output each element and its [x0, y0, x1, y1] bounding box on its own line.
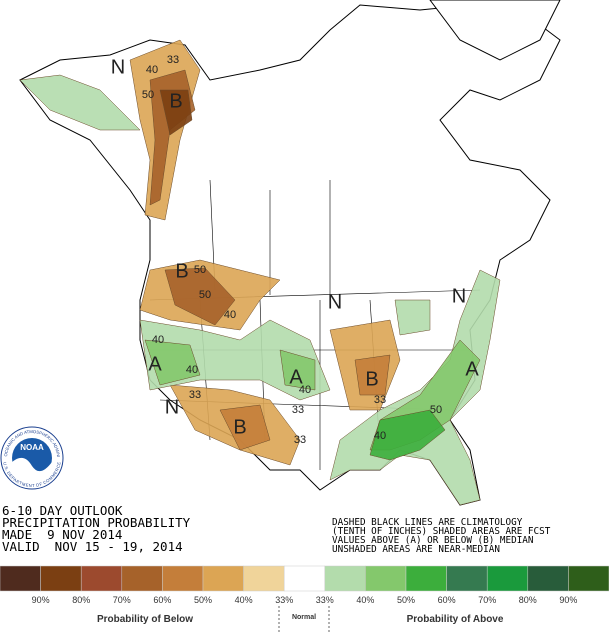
above-area: [19, 74, 141, 131]
legend-swatch: [568, 565, 609, 592]
map-label: 33: [167, 54, 179, 66]
legend-normal: Normal: [292, 614, 316, 621]
note-line: (TENTH OF INCHES) SHADED AREAS ARE FCST: [332, 526, 551, 537]
title-block: 6-10 DAY OUTLOOK PRECIPITATION PROBABILI…: [2, 503, 191, 554]
legend-label: 33%: [316, 595, 334, 605]
logo-name: NOAA: [20, 443, 44, 452]
legend-label: 80%: [519, 595, 537, 605]
legend-label: 50%: [397, 595, 415, 605]
map-label: B: [233, 416, 246, 438]
map-label: 40: [224, 309, 236, 321]
notes: DASHED BLACK LINES ARE CLIMATOLOGY (TENT…: [332, 517, 551, 555]
below-area: [219, 404, 271, 451]
above-area: [139, 319, 331, 401]
map-label: 33: [294, 434, 306, 446]
legend-label: 40%: [235, 595, 253, 605]
map-label: A: [148, 353, 162, 375]
legend-swatch: [80, 565, 123, 592]
map-label: 33: [374, 394, 386, 406]
map-label: B: [365, 368, 378, 390]
legend-label: 70%: [113, 595, 131, 605]
above-area: [279, 349, 316, 391]
legend-swatch: [121, 565, 163, 592]
map-label: A: [465, 358, 479, 380]
above-area: [394, 299, 431, 336]
map-label: A: [289, 366, 303, 388]
map-label: 33: [189, 389, 201, 401]
map-label: 50: [194, 264, 206, 276]
title-line: MADE 9 NOV 2014: [2, 527, 122, 542]
legend-swatch: [202, 565, 244, 592]
legend-label: 33%: [275, 595, 293, 605]
legend-swatch: [486, 565, 529, 592]
legend-swatch: [40, 565, 82, 592]
legend-label: 60%: [153, 595, 171, 605]
title-line: 6-10 DAY OUTLOOK: [2, 503, 123, 518]
legend-swatch: [0, 565, 41, 592]
title-line: VALID NOV 15 - 19, 2014: [2, 539, 183, 554]
legend-label: 60%: [438, 595, 456, 605]
map-label: 40: [299, 384, 311, 396]
map-label: 50: [199, 289, 211, 301]
map-label: 40: [146, 64, 158, 76]
legend-below: Probability of Below: [97, 614, 193, 625]
below-area: [354, 354, 391, 396]
legend-label: 40%: [356, 595, 374, 605]
map-label: N: [452, 285, 466, 307]
legend-swatch: [243, 565, 285, 592]
map-label: 50: [430, 404, 442, 416]
legend-swatch: [446, 565, 488, 592]
legend-label: 90%: [32, 595, 50, 605]
map-label: N: [165, 396, 179, 418]
legend: 90% 80% 70% 60% 50% 40% 33% 33% 40% 50% 60% 70% 80% 9…: [0, 565, 609, 605]
legend-above: Probability of Above: [407, 614, 504, 625]
legend-swatch: [283, 565, 326, 592]
map-label: 40: [374, 430, 386, 442]
title-line: PRECIPITATION PROBABILITY: [2, 515, 191, 530]
map-label: B: [175, 260, 188, 282]
legend-label: 70%: [478, 595, 496, 605]
below-area: [159, 89, 193, 136]
forecast-shading: [19, 39, 501, 506]
greenland: [429, 0, 561, 61]
map-label: 40: [186, 364, 198, 376]
map-label: N: [111, 56, 125, 78]
legend-swatch: [324, 565, 366, 592]
legend-swatch: [162, 565, 204, 592]
legend-label: 90%: [559, 595, 577, 605]
legend-swatch: [527, 565, 569, 592]
note-line: DASHED BLACK LINES ARE CLIMATOLOGY: [332, 517, 523, 528]
logo-gull: [12, 457, 52, 482]
map-label: N: [328, 291, 342, 313]
note-line: VALUES ABOVE (A) OR BELOW (B) MEDIAN: [332, 535, 534, 546]
map-label: 33: [292, 404, 304, 416]
map-label: 40: [152, 334, 164, 346]
note-line: UNSHADED AREAS ARE NEAR-MEDIAN: [332, 544, 500, 555]
legend-swatch: [365, 565, 407, 592]
map-label: B: [169, 90, 182, 112]
legend-label: 80%: [72, 595, 90, 605]
above-area: [144, 339, 201, 386]
below-area: [164, 267, 236, 326]
legend-label: 50%: [194, 595, 212, 605]
above-area: [369, 409, 446, 461]
map-label: 50: [142, 89, 154, 101]
legend-swatch: [405, 565, 447, 592]
noaa-logo: NOAA NATIONAL OCEANIC AND ATMOSPHERIC AD…: [0, 426, 64, 490]
